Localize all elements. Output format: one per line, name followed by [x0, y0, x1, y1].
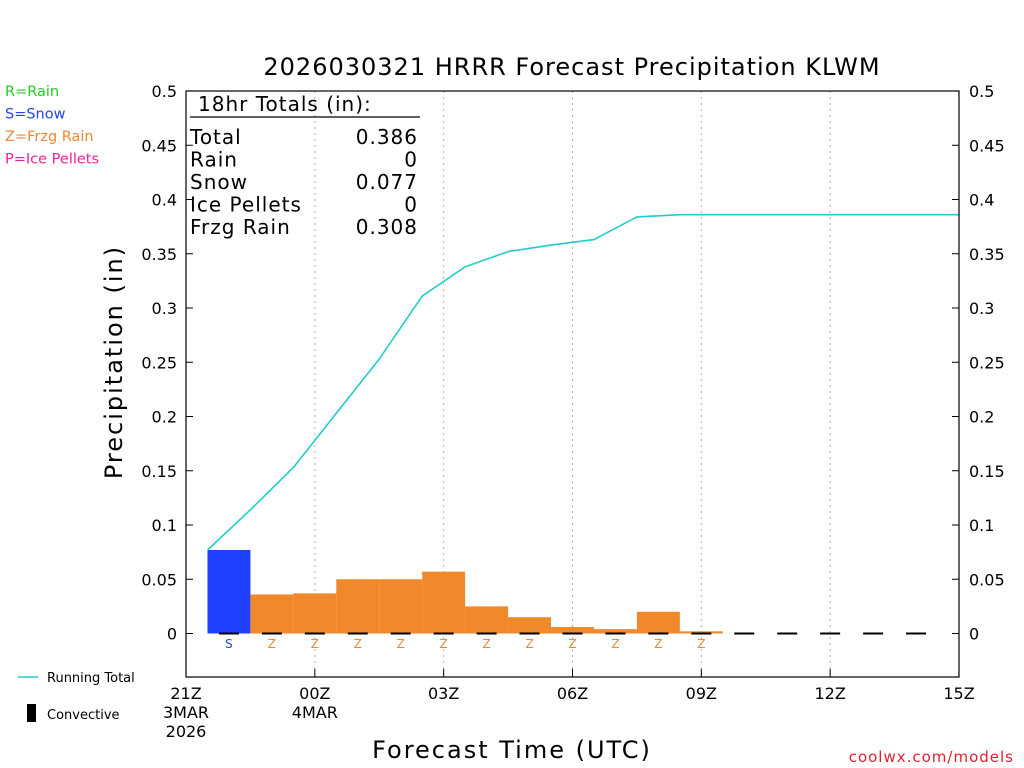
- convective-legend-label: Convective: [47, 708, 120, 723]
- totals-value: 0.308: [356, 215, 418, 239]
- bar: [379, 579, 423, 634]
- x-tick-label: 03Z: [428, 684, 459, 703]
- chart-title: 2026030321 HRRR Forecast Precipitation K…: [263, 53, 880, 81]
- x-tick-label: 12Z: [815, 684, 846, 703]
- ptype-marker: Z: [268, 637, 276, 651]
- bar: [593, 629, 637, 634]
- bar: [207, 549, 251, 634]
- credit-text: coolwx.com/models: [849, 748, 1014, 766]
- x-axis-label: Forecast Time (UTC): [372, 736, 652, 764]
- y-tick-label: 0: [167, 625, 177, 644]
- totals-label: Rain: [190, 148, 238, 172]
- convective-legend-swatch: [27, 704, 36, 722]
- y-tick-label: 0.5: [152, 82, 177, 101]
- totals-header: 18hr Totals (in):: [198, 92, 372, 116]
- ptype-marker: Z: [354, 637, 362, 651]
- totals-label: Snow: [190, 170, 248, 194]
- y-tick-label: 0.15: [141, 462, 177, 481]
- y-tick-label: 0: [969, 625, 979, 644]
- totals-value: 0.386: [356, 125, 418, 149]
- x-tick-label: 09Z: [686, 684, 717, 703]
- y-tick-label: 0.3: [152, 299, 177, 318]
- totals-label: Total: [189, 125, 242, 149]
- gridlines: [314, 91, 831, 677]
- y-axis-right: 0 0.05 0.1 0.15 0.2 0.25 0.3 0.35 0.4 0.45 0.5: [952, 82, 1005, 644]
- ptype-marker: Z: [568, 637, 576, 651]
- x-tick-label: 2026: [166, 722, 207, 741]
- x-tick-label: 4MAR: [292, 703, 338, 722]
- y-tick-label: 0.25: [141, 353, 177, 372]
- y-tick-label: 0.2: [152, 408, 177, 427]
- totals-value: 0.077: [356, 170, 418, 194]
- y-tick-label: 0.35: [969, 245, 1005, 264]
- x-tick-label: 21Z: [170, 684, 201, 703]
- y-axis-left: 0 0.05 0.1 0.15 0.2 0.25 0.3 0.35 0.4 0.45 0.5: [141, 82, 193, 644]
- totals-value: 0: [404, 193, 418, 217]
- ptype-marker: Z: [482, 637, 490, 651]
- running-total-line: [206, 213, 959, 551]
- x-tick-label: 15Z: [943, 684, 974, 703]
- ptype-marker: Z: [525, 637, 533, 651]
- y-tick-label: 0.35: [141, 245, 177, 264]
- y-tick-label: 0.25: [969, 353, 1005, 372]
- running-total-series: [206, 213, 959, 551]
- bar: [679, 631, 723, 634]
- y-tick-label: 0.3: [969, 299, 994, 318]
- bar: [508, 617, 552, 634]
- totals-label: Ice Pellets: [190, 193, 302, 217]
- y-tick-label: 0.05: [969, 570, 1005, 589]
- y-tick-label: 0.4: [969, 191, 994, 210]
- bar: [293, 593, 337, 634]
- y-tick-label: 0.1: [969, 516, 994, 535]
- y-tick-label: 0.45: [969, 136, 1005, 155]
- bar: [336, 579, 380, 634]
- ptype-marker: Z: [440, 637, 448, 651]
- running-total-legend-label: Running Total: [47, 671, 135, 686]
- x-tick-label: 06Z: [557, 684, 588, 703]
- bar: [636, 611, 680, 634]
- totals-box: 18hr Totals (in): Total 0.386 Rain 0 Snow 0.07…: [189, 92, 420, 239]
- y-tick-label: 0.05: [141, 570, 177, 589]
- series-legend: Running Total Convective: [18, 671, 135, 723]
- ptype-legend-item: S=Snow: [5, 107, 66, 123]
- ptype-legend-item: P=Ice Pellets: [5, 152, 99, 168]
- ptype-marker: Z: [654, 637, 662, 651]
- ptype-marker: Z: [397, 637, 405, 651]
- ptype-marker: Z: [697, 637, 705, 651]
- y-tick-label: 0.4: [152, 191, 177, 210]
- ptype-marker: Z: [311, 637, 319, 651]
- ptype-marker: Z: [611, 637, 619, 651]
- y-tick-label: 0.1: [152, 516, 177, 535]
- bar: [551, 626, 594, 634]
- x-tick-label: 00Z: [299, 684, 330, 703]
- bar-series: [207, 549, 723, 634]
- totals-label: Frzg Rain: [190, 215, 291, 239]
- y-axis-label: Precipitation (in): [100, 245, 128, 479]
- y-tick-label: 0.2: [969, 408, 994, 427]
- x-tick-label: 3MAR: [163, 703, 209, 722]
- bar: [250, 594, 294, 634]
- bar: [422, 571, 466, 634]
- y-tick-label: 0.45: [141, 136, 177, 155]
- bar: [465, 606, 509, 634]
- ptype-legend-item: Z=Frzg Rain: [5, 129, 94, 145]
- ptype-legend-item: R=Rain: [5, 84, 59, 100]
- ptype-marker: S: [225, 637, 233, 651]
- ptype-legend: R=Rain S=Snow Z=Frzg Rain P=Ice Pellets: [5, 84, 99, 168]
- y-tick-label: 0.15: [969, 462, 1005, 481]
- totals-value: 0: [404, 148, 418, 172]
- y-tick-label: 0.5: [969, 82, 994, 101]
